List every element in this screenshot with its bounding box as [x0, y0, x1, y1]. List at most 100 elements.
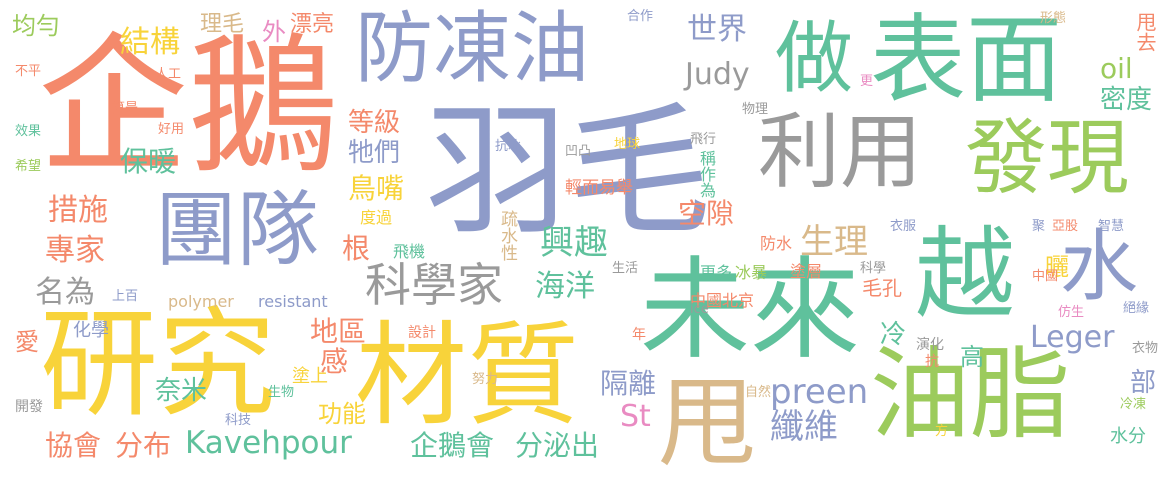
- word-shuaiqu: 甩去: [1133, 12, 1157, 52]
- word-maokong: 毛孔: [862, 276, 902, 300]
- word-wuli: 物理: [742, 102, 769, 117]
- word-kang: 抗: [925, 354, 939, 370]
- word-shai: 曬: [1045, 253, 1069, 281]
- word-gao: 高: [960, 343, 984, 371]
- word-leger: Leger: [1030, 320, 1115, 355]
- word-gongneng: 功能: [318, 400, 366, 428]
- word-fangshui: 防水: [760, 234, 793, 253]
- word-ju: 聚: [1032, 219, 1046, 234]
- word-limao: 理毛: [200, 12, 245, 37]
- word-aotu: 凹凸: [565, 144, 592, 159]
- word-ziran: 自然: [745, 385, 772, 400]
- word-yumao: 羽毛: [425, 88, 711, 255]
- word-diqiu: 地球: [614, 137, 641, 152]
- word-resistant: resistant: [258, 292, 328, 311]
- word-yue: 越: [915, 216, 1015, 333]
- word-nian: 年: [632, 327, 646, 343]
- word-zhongguobeijing: 中國北京: [690, 291, 755, 310]
- word-haoyong: 好用: [158, 122, 185, 137]
- word-baonuan: 保暖: [120, 145, 177, 178]
- word-feiji: 飛機: [393, 242, 426, 261]
- word-yanhua: 演化: [916, 337, 944, 353]
- word-xingqu: 興趣: [540, 223, 608, 263]
- word-naimi: 奈米: [155, 376, 208, 406]
- word-piaoliang: 漂亮: [290, 12, 335, 37]
- word-faxian: 發現: [965, 111, 1130, 206]
- word-shangbai: 上百: [112, 289, 139, 304]
- word-kaifa: 開發: [15, 399, 43, 415]
- word-zuo: 做: [775, 14, 854, 104]
- word-youzhi: 油脂: [870, 336, 1070, 453]
- word-oil: oil: [1100, 52, 1133, 85]
- word-tamen: 牠們: [348, 138, 401, 168]
- word-gen: 根: [342, 232, 371, 265]
- word-xiaoguo: 效果: [15, 124, 42, 139]
- word-zhongguo: 中國: [1032, 269, 1059, 284]
- word-hezuo: 合作: [627, 9, 654, 24]
- word-haiyang: 海洋: [535, 269, 595, 304]
- word-xiwang: 希望: [15, 159, 42, 174]
- word-ai: 愛: [15, 328, 39, 356]
- word-chengzuowei: 稱作為: [697, 150, 716, 198]
- word-tuandui: 團隊: [155, 183, 320, 278]
- word-lengdong: 冷凍: [1120, 397, 1147, 412]
- word-huaxue: 化學: [73, 320, 109, 341]
- word-jiegou: 結構: [120, 25, 180, 60]
- word-buping: 不平: [15, 64, 42, 79]
- word-fangdongyou: 防凍油: [355, 4, 590, 94]
- word-yagu: 亞股: [1052, 219, 1079, 234]
- word-qiehui: 企鵝會: [410, 429, 495, 462]
- word-ice: ice: [690, 302, 709, 317]
- word-judy: Judy: [685, 57, 750, 92]
- word-yiwu: 衣物: [1132, 341, 1159, 356]
- word-xiehui: 協會: [45, 429, 102, 462]
- word-fangsheng: 仿生: [1058, 305, 1085, 320]
- word-shenghuo: 生活: [612, 261, 639, 276]
- word-polymer: polymer: [168, 292, 234, 311]
- word-cuoshi: 措施: [48, 193, 108, 228]
- word-liyong: 利用: [758, 105, 923, 200]
- word-diqu: 地區: [310, 315, 367, 348]
- word-xingtai: 形態: [1040, 11, 1067, 26]
- word-niaozui: 鳥嘴: [348, 172, 405, 205]
- word-gan: 感: [320, 345, 349, 378]
- word-kexue: 科學: [860, 261, 887, 276]
- word-shengli: 生理: [800, 222, 868, 262]
- word-midu: 密度: [1100, 85, 1153, 115]
- word-shuai: 甩: [658, 367, 757, 481]
- word-suanshi: 算是: [112, 101, 139, 116]
- word-shuifen: 水分: [1110, 426, 1146, 447]
- word-qie: 企鵝: [38, 20, 339, 194]
- word-shui: 水: [1060, 222, 1139, 312]
- word-geli: 隔離: [600, 367, 657, 400]
- word-kexuejia: 科學家: [365, 258, 503, 312]
- word-fenmichu: 分泌出: [515, 429, 600, 462]
- word-bingbao: 冰暴: [735, 263, 768, 282]
- word-kavehpour: Kavehpour: [185, 425, 352, 461]
- word-feixing: 飛行: [690, 132, 717, 147]
- word-fang: 方: [935, 424, 949, 439]
- word-yifu: 衣服: [890, 219, 917, 234]
- word-keji: 科技: [225, 413, 252, 428]
- word-biaomian: 表面: [870, 4, 1062, 116]
- word-shushuixing: 疏水性: [497, 210, 517, 261]
- word-dengji: 等級: [348, 108, 401, 138]
- word-leng: 冷: [880, 320, 907, 350]
- word-bu: 部: [1130, 368, 1157, 398]
- word-xianwei: 纖維: [770, 407, 838, 447]
- word-yanjiu: 研究: [40, 295, 277, 433]
- word-shengwu: 生物: [268, 385, 295, 400]
- word-sheji: 設計: [408, 325, 436, 341]
- word-mingwei: 名為: [35, 275, 95, 310]
- word-duguo: 度過: [360, 208, 393, 227]
- word-gengduo: 更多: [700, 263, 733, 282]
- word-tuceng: 塗層: [790, 262, 823, 281]
- word-st: St: [620, 399, 651, 434]
- word-fenbu: 分布: [115, 429, 172, 462]
- word-shijie: 世界: [687, 12, 747, 47]
- word-kangbing: 抗冰: [495, 139, 522, 154]
- word-nuli: 努力: [472, 372, 499, 387]
- word-geng: 更: [860, 74, 874, 89]
- word-rengong: 人工: [155, 67, 182, 82]
